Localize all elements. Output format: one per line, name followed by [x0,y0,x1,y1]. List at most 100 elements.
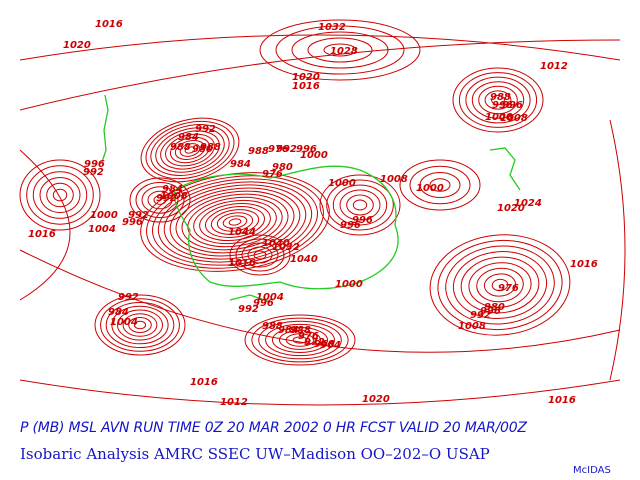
isobar-label: 1000 [328,178,356,189]
coastline [101,94,109,163]
isobar-label: 988 [170,142,191,153]
isobar-label: 1016 [228,258,256,269]
isobar-label: 976 [498,283,519,294]
isobar-contour [174,139,206,161]
isobar-contour [175,190,295,254]
isobar-label: 992 [156,193,177,204]
isobar-contour [247,246,273,264]
isobar-contour [278,330,322,350]
isobar-contour [19,159,101,231]
isobar-contour [445,245,555,325]
isobar-contour [253,250,267,260]
isobar-contour [135,181,185,219]
isobar-contour [235,238,285,272]
isobar-label: 988 [248,146,269,157]
isobar-label: 988 [200,142,221,153]
isobar-label: 1032 [272,242,300,253]
isobar-contour [259,19,421,81]
isobar-contour [19,149,71,301]
isobar-contour [323,43,357,57]
isobar-contour [471,81,525,119]
isobar-label: 1016 [190,377,218,388]
isobar-contour [193,199,277,245]
isobar-label: 1040 [262,238,290,249]
isobar-label: 984 [230,159,251,170]
isobar-label: 980 [484,302,505,313]
isobar-contour [157,181,313,263]
isobar-contour [94,294,186,356]
isobar-contour [307,37,373,63]
isobar-contour [19,39,621,111]
isobar-contour [169,187,301,257]
isobar-map: 1016102010321028101210201016988996996100… [19,19,626,408]
isobar-contour [26,165,94,225]
coastline [173,165,399,290]
isobar-contour [244,314,356,366]
isobar-contour [429,178,451,192]
isobar-label: 1028 [330,46,358,57]
isobar-contour [181,193,289,251]
isobar-contour [332,184,388,226]
isobar-label: 992 [195,124,216,135]
isobar-label: 1008 [380,174,408,185]
isobar-label: 1004 [110,317,138,328]
isobar-label: 1000 [416,183,444,194]
isobar-contour [399,159,481,211]
isobar-contour [609,119,626,381]
isobar-label: 1016 [548,395,576,406]
isobar-label: 1016 [292,81,320,92]
isobar-contour [229,234,291,276]
isobar-contour [19,34,621,61]
isobar-contour [160,130,220,170]
isobar-contour [222,215,248,229]
isobar-contour [46,182,74,208]
isobar-contour [319,174,401,236]
isobar-contour [146,175,324,269]
isobar-label: 992 [118,292,139,303]
isobar-label: 996 [122,217,143,228]
isobar-contour [275,25,405,75]
isobar-contour [147,190,173,210]
analysis-caption: Isobaric Analysis AMRC SSEC UW–Madison O… [20,445,490,463]
isobar-contour [326,179,394,231]
isobar-contour [476,267,524,303]
isobar-contour [179,143,201,157]
isobar-contour [419,172,461,198]
isobar-contour [452,251,548,319]
isobar-label: 996 [492,100,513,111]
isobar-contour [19,379,621,406]
isobar-contour [478,85,518,115]
isobar-label: 1000 [335,279,363,290]
isobar-contour [251,317,349,363]
isobar-contour [141,186,179,214]
coastlines [101,94,521,303]
isobar-label: 980 [272,162,293,173]
isobar-contour [100,298,180,352]
isobar-label: 976 [298,331,319,342]
isobar-contour [205,206,265,238]
isobar-label: 992 [470,310,491,321]
isobar-label: 992 [128,210,149,221]
isobar-label: 984 [108,307,129,318]
isobar-lines [19,19,626,406]
isobar-contour [292,336,308,344]
isobar-contour [483,273,517,297]
isobar-contour [409,165,471,205]
coastline [229,294,271,303]
isobar-contour [111,305,169,345]
isobar-label: 996 [84,159,105,170]
isobar-contour [165,133,215,167]
isobar-label: 996 [340,220,361,231]
isobar-contour [346,194,374,216]
isobar-contour [437,239,563,331]
isobar-label: 1008 [458,321,486,332]
isobar-label: 1000 [300,150,328,161]
isobar-contour [265,323,335,357]
isobar-contour [484,90,512,110]
isobar-label: 1032 [318,22,346,33]
isobar-label: 976 [268,144,289,155]
isobar-contour [152,178,318,266]
isobar-contour [241,242,279,268]
isobar-contour [128,317,152,333]
isobar-label: 1008 [500,113,528,124]
